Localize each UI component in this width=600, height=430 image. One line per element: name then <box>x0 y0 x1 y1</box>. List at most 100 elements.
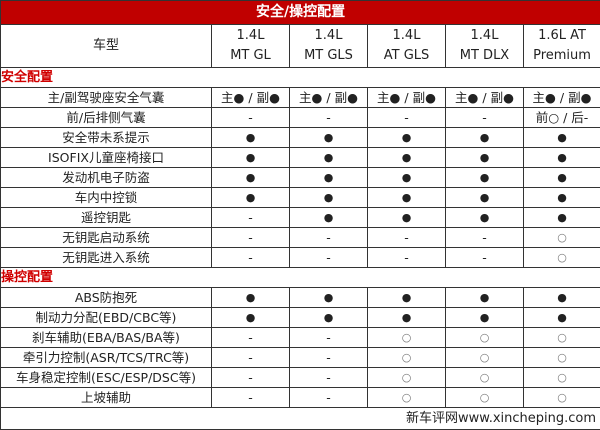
model-trim: MT DLX <box>446 46 523 66</box>
feature-value: ● <box>446 308 524 328</box>
feature-value: - <box>212 248 290 268</box>
feature-value: ○ <box>446 328 524 348</box>
feature-value: - <box>290 388 368 408</box>
feature-value: ● <box>368 188 446 208</box>
title-row: 安全/操控配置 <box>1 1 600 25</box>
feature-label: 无钥匙进入系统 <box>1 248 212 268</box>
feature-value: - <box>212 368 290 388</box>
feature-value: ● <box>368 168 446 188</box>
table-row: 无钥匙进入系统----○ <box>1 248 600 268</box>
feature-value: - <box>368 108 446 128</box>
feature-label: 牵引力控制(ASR/TCS/TRC等) <box>1 348 212 368</box>
feature-label: 车身稳定控制(ESC/ESP/DSC等) <box>1 368 212 388</box>
feature-value: ● <box>212 128 290 148</box>
table-row: 上坡辅助--○○○ <box>1 388 600 408</box>
table-row: 刹车辅助(EBA/BAS/BA等)--○○○ <box>1 328 600 348</box>
table-row: 安全带未系提示●●●●● <box>1 128 600 148</box>
feature-label: 前/后排侧气囊 <box>1 108 212 128</box>
feature-value: - <box>212 348 290 368</box>
feature-value: ● <box>446 128 524 148</box>
model-engine: 1.4L <box>212 26 289 46</box>
feature-value: ● <box>290 208 368 228</box>
feature-value: 前○ / 后- <box>524 108 600 128</box>
section-row: 操控配置 <box>1 268 600 288</box>
feature-value: ● <box>446 148 524 168</box>
feature-value: ● <box>524 168 600 188</box>
feature-value: ● <box>368 308 446 328</box>
feature-value: ○ <box>368 388 446 408</box>
feature-value: - <box>446 228 524 248</box>
feature-value: ○ <box>446 348 524 368</box>
source-watermark: 新车评网www.xincheping.com <box>1 408 600 430</box>
feature-value: - <box>368 248 446 268</box>
feature-value: ● <box>368 288 446 308</box>
section-title: 安全配置 <box>1 68 600 88</box>
feature-value: ○ <box>524 228 600 248</box>
feature-value: ○ <box>524 388 600 408</box>
feature-value: ● <box>524 148 600 168</box>
feature-label: 制动力分配(EBD/CBC等) <box>1 308 212 328</box>
feature-value: - <box>212 388 290 408</box>
table-title: 安全/操控配置 <box>1 1 600 25</box>
feature-value: 主● / 副● <box>524 88 600 108</box>
feature-value: ● <box>446 208 524 228</box>
model-engine: 1.4L <box>368 26 445 46</box>
table-row: ISOFIX儿童座椅接口●●●●● <box>1 148 600 168</box>
feature-value: - <box>290 328 368 348</box>
feature-value: ○ <box>524 328 600 348</box>
model-engine: 1.4L <box>446 26 523 46</box>
feature-label: 安全带未系提示 <box>1 128 212 148</box>
feature-value: ● <box>290 188 368 208</box>
table-row: 车内中控锁●●●●● <box>1 188 600 208</box>
feature-value: ● <box>212 188 290 208</box>
table-row: 前/后排侧气囊----前○ / 后- <box>1 108 600 128</box>
feature-value: ● <box>446 168 524 188</box>
feature-value: - <box>290 108 368 128</box>
feature-value: 主● / 副● <box>446 88 524 108</box>
feature-value: ○ <box>524 248 600 268</box>
feature-label: 无钥匙启动系统 <box>1 228 212 248</box>
feature-value: ● <box>212 308 290 328</box>
feature-value: ● <box>290 168 368 188</box>
feature-label: 上坡辅助 <box>1 388 212 408</box>
feature-value: ● <box>212 168 290 188</box>
feature-value: ● <box>524 128 600 148</box>
feature-value: - <box>212 328 290 348</box>
table-row: 车身稳定控制(ESC/ESP/DSC等)--○○○ <box>1 368 600 388</box>
feature-label: ABS防抱死 <box>1 288 212 308</box>
feature-value: ● <box>290 128 368 148</box>
feature-label: 刹车辅助(EBA/BAS/BA等) <box>1 328 212 348</box>
table-row: ABS防抱死●●●●● <box>1 288 600 308</box>
section-row: 安全配置 <box>1 68 600 88</box>
feature-value: ○ <box>368 328 446 348</box>
feature-value: ○ <box>368 368 446 388</box>
model-trim: MT GLS <box>290 46 367 66</box>
feature-value: ○ <box>368 348 446 368</box>
feature-value: ● <box>212 288 290 308</box>
feature-value: ● <box>524 308 600 328</box>
model-trim: MT GL <box>212 46 289 66</box>
model-trim: Premium <box>524 46 600 66</box>
feature-value: ● <box>368 148 446 168</box>
table-row: 主/副驾驶座安全气囊主● / 副●主● / 副●主● / 副●主● / 副●主●… <box>1 88 600 108</box>
feature-value: ● <box>524 188 600 208</box>
feature-label: 发动机电子防盗 <box>1 168 212 188</box>
feature-value: - <box>212 108 290 128</box>
feature-value: - <box>368 228 446 248</box>
table-row: 牵引力控制(ASR/TCS/TRC等)--○○○ <box>1 348 600 368</box>
table-row: 发动机电子防盗●●●●● <box>1 168 600 188</box>
feature-value: ○ <box>524 368 600 388</box>
table-row: 无钥匙启动系统----○ <box>1 228 600 248</box>
feature-value: ● <box>290 288 368 308</box>
feature-value: - <box>446 248 524 268</box>
section-title: 操控配置 <box>1 268 600 288</box>
feature-value: - <box>446 108 524 128</box>
feature-value: ● <box>368 128 446 148</box>
feature-value: - <box>290 348 368 368</box>
model-engine: 1.4L <box>290 26 367 46</box>
